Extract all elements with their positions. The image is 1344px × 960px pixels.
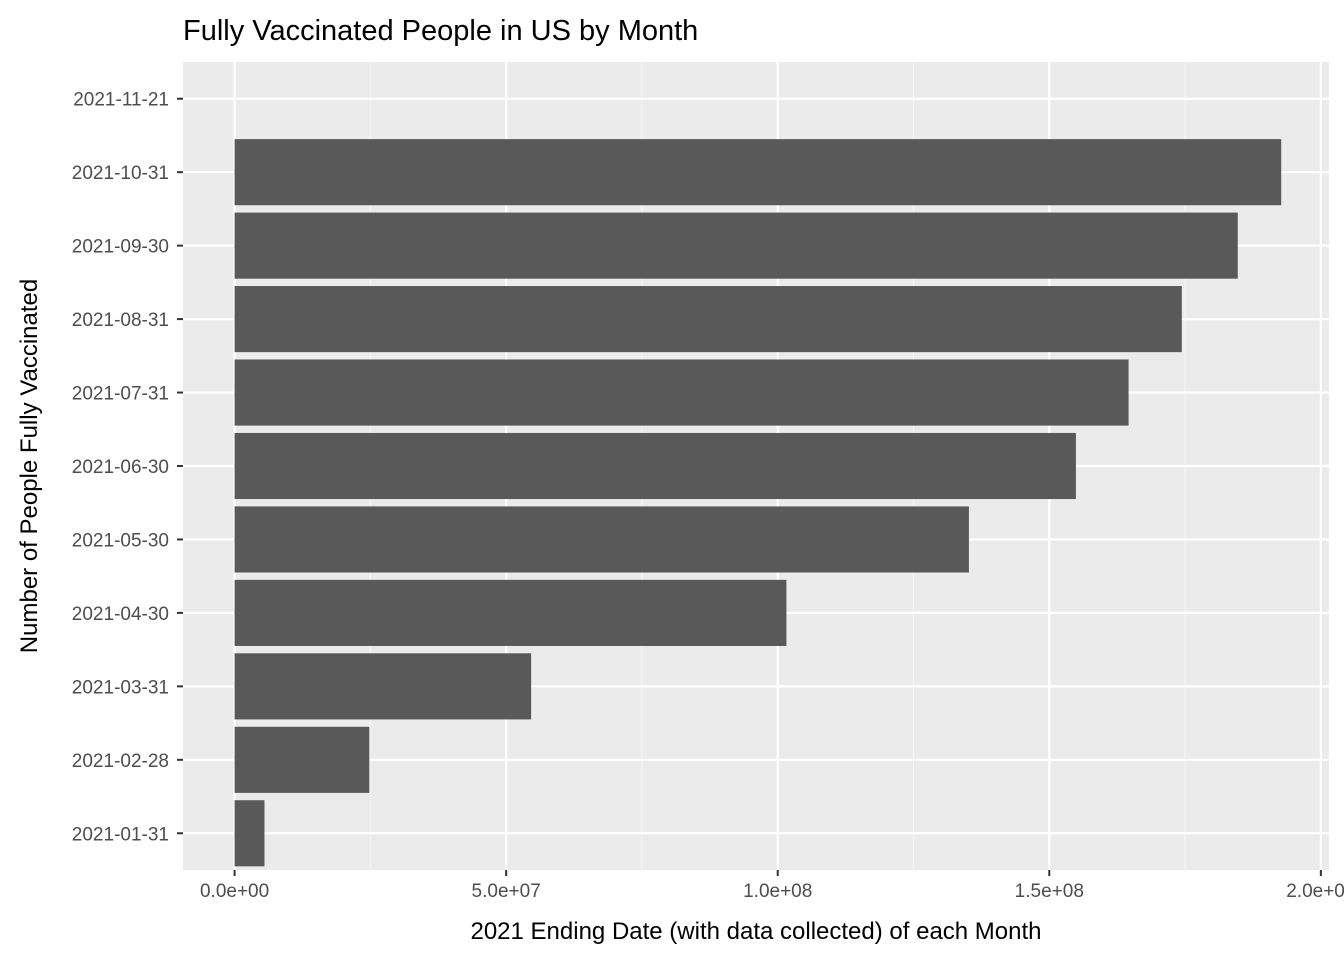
y-axis-title: Number of People Fully Vaccinated: [16, 279, 43, 653]
bar-2021-01-31: [234, 800, 265, 867]
y-axis: 2021-01-31 2021-02-28 2021-03-31 2021-04-30…: [72, 90, 183, 845]
bar-2021-07-31: [234, 359, 1129, 426]
y-tick-label: 2021-06-30: [72, 457, 169, 478]
y-tick-label: 2021-09-30: [72, 237, 169, 258]
x-axis-title: 2021 Ending Date (with data collected) o…: [470, 918, 1041, 945]
y-tick-label: 2021-07-31: [72, 384, 169, 405]
x-tick-label: 5.0e+07: [472, 881, 541, 902]
y-tick-label: 2021-11-21: [73, 90, 169, 111]
y-tick-label: 2021-10-31: [72, 163, 169, 184]
y-tick-label: 2021-02-28: [72, 751, 169, 772]
y-tick-label: 2021-03-31: [72, 677, 169, 698]
x-axis: 0.0e+00 5.0e+07 1.0e+08 1.5e+08 2.0e+08: [200, 870, 1344, 902]
bar-2021-04-30: [234, 579, 787, 646]
x-tick-label: 0.0e+00: [200, 881, 269, 902]
x-tick-label: 2.0e+08: [1286, 881, 1344, 902]
bar-2021-09-30: [234, 212, 1238, 279]
y-tick-label: 2021-05-30: [72, 530, 169, 551]
bar-2021-02-28: [234, 726, 370, 793]
x-tick-label: 1.0e+08: [743, 881, 812, 902]
y-tick-label: 2021-04-30: [72, 604, 169, 625]
bar-2021-08-31: [234, 286, 1182, 353]
bar-2021-06-30: [234, 432, 1076, 500]
y-tick-label: 2021-08-31: [72, 310, 169, 331]
bar-2021-10-31: [234, 139, 1282, 206]
bars: [234, 139, 1282, 867]
bar-2021-05-30: [234, 506, 969, 573]
y-tick-label: 2021-01-31: [72, 824, 169, 845]
x-tick-label: 1.5e+08: [1015, 881, 1084, 902]
bar-2021-03-31: [234, 653, 532, 720]
chart-title: Fully Vaccinated People in US by Month: [183, 15, 698, 47]
